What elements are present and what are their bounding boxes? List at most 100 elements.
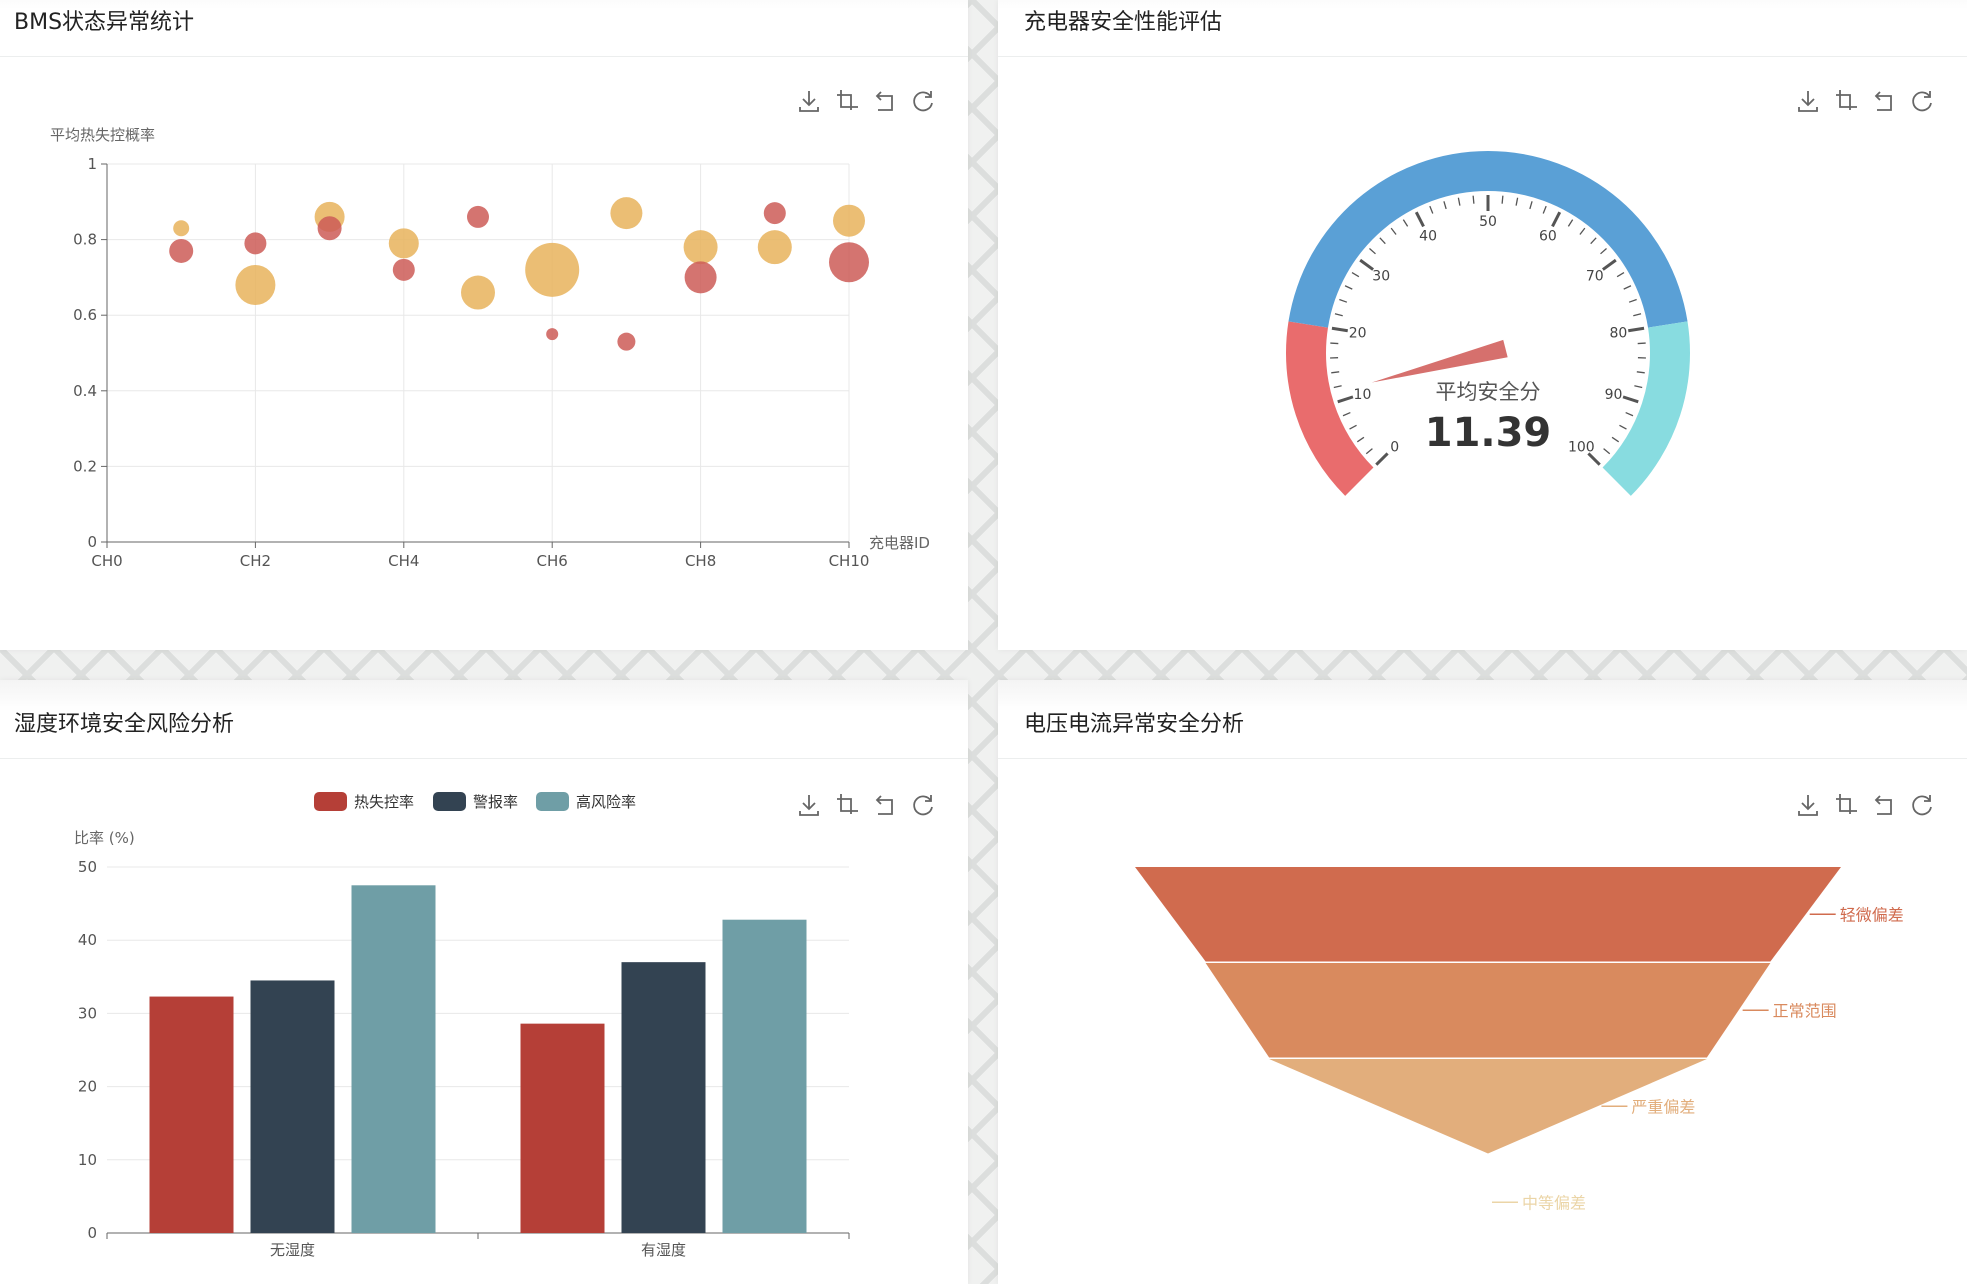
download-icon[interactable] [1795, 792, 1821, 818]
undo-icon[interactable] [1871, 88, 1897, 114]
scatter-point [829, 242, 869, 283]
download-icon[interactable] [1795, 88, 1821, 114]
gauge-minor-tick [1625, 411, 1634, 417]
crop-icon[interactable] [1833, 88, 1859, 114]
y-tick-label: 0.4 [73, 382, 97, 400]
bar [250, 980, 335, 1233]
gauge-minor-tick [1542, 205, 1547, 214]
download-icon[interactable] [796, 792, 822, 818]
scatter-point [235, 264, 276, 305]
legend-swatch [314, 792, 347, 811]
gauge-major-tick [1331, 326, 1348, 333]
gauge-major-tick [1337, 395, 1354, 404]
humidity-toolbox [796, 792, 936, 818]
x-tick-label: 无湿度 [270, 1241, 315, 1259]
gauge-tick-label: 70 [1586, 268, 1604, 284]
gauge-tick-label: 40 [1419, 228, 1437, 244]
voltage-panel: 电压电流异常安全分析 轻微偏差 正常范围 严重偏差 中等偏差 [998, 680, 1967, 1284]
gauge-minor-tick [1600, 248, 1607, 255]
bar [621, 962, 706, 1233]
gauge-minor-tick [1634, 385, 1643, 389]
gauge-minor-tick [1501, 195, 1504, 204]
crop-icon[interactable] [834, 88, 860, 114]
scatter-point [525, 242, 580, 297]
bms-panel-header [0, 0, 968, 57]
y-tick-label: 0.2 [73, 457, 97, 475]
scatter-point [169, 238, 194, 263]
bms-toolbox [796, 88, 936, 114]
scatter-point [763, 202, 786, 225]
y-tick-label: 0.6 [73, 306, 97, 324]
charger-gauge-chart: 0 10 20 30 40 50 60 70 80 90 100 平均安全分 11.39 [1286, 151, 1690, 496]
legend-label: 热失控率 [354, 793, 414, 811]
scatter-point [683, 230, 718, 265]
legend-label: 警报率 [473, 793, 518, 811]
undo-icon[interactable] [872, 88, 898, 114]
scatter-point [461, 275, 495, 310]
voltage-toolbox [1795, 792, 1935, 818]
legend-label: 高风险率 [576, 793, 636, 811]
refresh-icon[interactable] [910, 792, 936, 818]
bar [149, 996, 234, 1233]
bar [351, 885, 436, 1233]
undo-icon[interactable] [1871, 792, 1897, 818]
gauge-minor-tick [1443, 201, 1447, 210]
scatter-point [546, 328, 559, 341]
x-tick-label: CH6 [537, 552, 568, 570]
gauge-tick-label: 10 [1354, 387, 1372, 403]
humidity-panel: 湿度环境安全风险分析 0 10 20 30 40 50 比率 (%) 无湿度 有湿度 热失控率 警报… [0, 680, 968, 1284]
refresh-icon[interactable] [1909, 792, 1935, 818]
gauge-pointer [1371, 339, 1508, 383]
gauge-major-tick [1601, 258, 1617, 271]
gauge-tick-label: 100 [1568, 439, 1595, 455]
gauge-minor-tick [1567, 219, 1574, 227]
scatter-point [244, 232, 267, 255]
y-tick-label: 0.8 [73, 231, 97, 249]
gauge-minor-tick [1623, 285, 1632, 290]
y-tick-label: 1 [87, 155, 97, 173]
x-tick-label: 有湿度 [641, 1241, 686, 1259]
gauge-minor-tick [1636, 371, 1645, 374]
voltage-panel-title: 电压电流异常安全分析 [1024, 712, 1245, 737]
refresh-icon[interactable] [1909, 88, 1935, 114]
gauge-minor-tick [1356, 436, 1365, 443]
gauge-tick-label: 30 [1372, 268, 1390, 284]
x-tick-label: CH0 [91, 552, 122, 570]
scatter-point [684, 261, 717, 294]
download-icon[interactable] [796, 88, 822, 114]
gauge-minor-tick [1457, 197, 1461, 206]
humidity-panel-title: 湿度环境安全风险分析 [14, 712, 235, 737]
y-tick-label: 40 [78, 931, 97, 949]
scatter-point [617, 332, 636, 351]
scatter-point [388, 228, 419, 259]
gauge-minor-tick [1616, 272, 1625, 278]
y-tick-label: 20 [78, 1078, 97, 1096]
gauge-minor-tick [1529, 201, 1533, 210]
gauge-band-1 [1288, 151, 1688, 328]
y-tick-label: 0 [87, 533, 97, 551]
gauge-major-tick [1628, 326, 1645, 333]
gauge-value: 11.39 [1425, 410, 1552, 456]
crop-icon[interactable] [834, 792, 860, 818]
scatter-point [317, 216, 342, 241]
gauge-label: 平均安全分 [1436, 380, 1541, 404]
gauge-minor-tick [1402, 219, 1409, 227]
scatter-point [173, 220, 190, 237]
crop-icon[interactable] [1833, 792, 1859, 818]
bms-scatter-chart: 0 0.2 0.4 0.6 0.8 1 CH0 CH2 CH4 CH6 CH8 CH10 平均热失控概率… [50, 126, 930, 570]
humidity-bar-chart: 0 10 20 30 40 50 比率 (%) 无湿度 有湿度 热失控率 警报率 高风险率 [74, 792, 850, 1259]
funnel-label: 中等偏差 [1522, 1193, 1586, 1212]
bms-panel: BMS状态异常统计 0 0.2 0.4 0.6 0.8 1 CH0 CH2 CH4 CH6 CH8 C… [0, 0, 968, 650]
x-tick-label: CH2 [240, 552, 271, 570]
undo-icon[interactable] [872, 792, 898, 818]
gauge-band-2 [1602, 321, 1690, 496]
charger-toolbox [1795, 88, 1935, 114]
gauge-major-tick [1375, 452, 1389, 466]
gauge-minor-tick [1333, 385, 1342, 389]
gauge-minor-tick [1365, 448, 1373, 455]
refresh-icon[interactable] [910, 88, 936, 114]
gauge-tick-label: 90 [1605, 387, 1623, 403]
gauge-major-tick [1359, 258, 1375, 271]
humidity-panel-header [0, 680, 968, 759]
